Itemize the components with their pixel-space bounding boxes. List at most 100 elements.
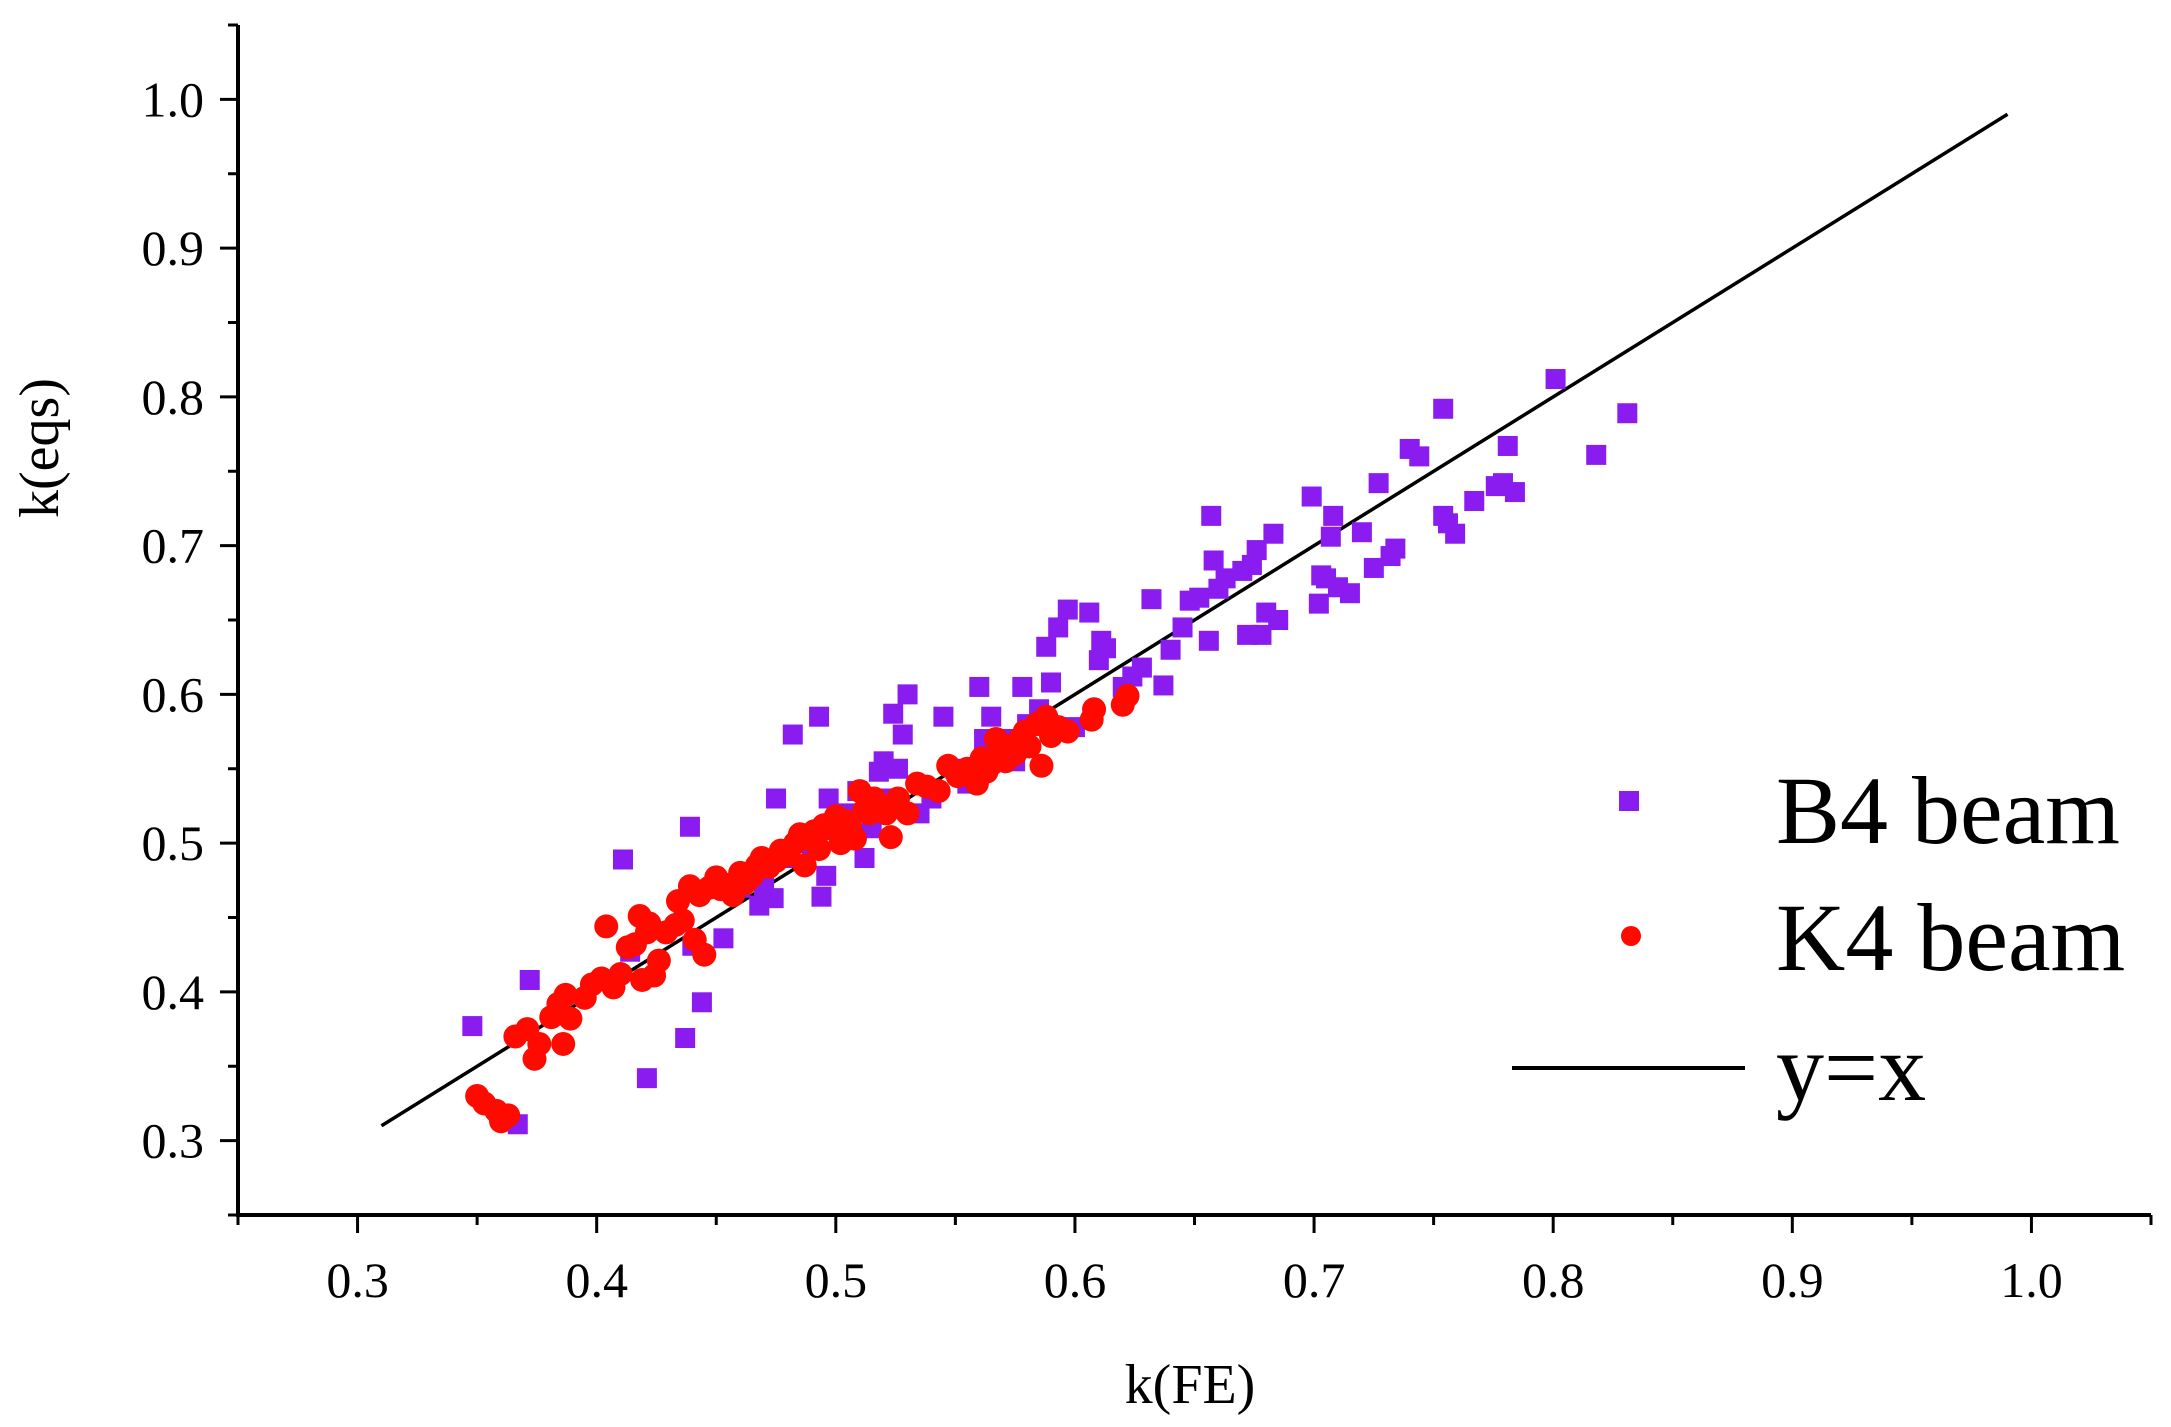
b4-beam-point: [1246, 540, 1267, 561]
b4-beam-point: [1251, 624, 1272, 645]
y-tick-label: 0.5: [142, 815, 205, 871]
b4-beam-point: [1320, 526, 1341, 547]
b4-beam-point: [1504, 482, 1525, 503]
b4-beam-point: [1409, 446, 1430, 467]
k4-beam-point: [670, 908, 695, 933]
b4-beam-point: [1141, 589, 1162, 610]
x-axis-title: k(FE): [1125, 1354, 1256, 1416]
legend-marker-k4-beam: [1621, 926, 1641, 946]
k4-beam-point: [926, 779, 951, 804]
b4-beam-point: [1301, 486, 1322, 507]
b4-beam-point: [612, 849, 633, 870]
y-tick-label: 1.0: [142, 71, 205, 127]
y-axis-title: k(eqs): [9, 378, 71, 518]
b4-beam-point: [1131, 657, 1152, 678]
y-tick-label: 0.6: [142, 666, 205, 722]
k4-beam-point: [1017, 734, 1042, 759]
b4-beam-point: [1160, 639, 1181, 660]
b4-beam-point: [883, 703, 904, 724]
b4-beam-point: [679, 816, 700, 837]
b4-beam-point: [766, 788, 787, 809]
b4-beam-point: [818, 788, 839, 809]
legend: B4 beam K4 beam y=x: [1512, 757, 2125, 1121]
legend-label-y-equals-x: y=x: [1776, 1014, 1926, 1121]
b4-beam-point: [1198, 630, 1219, 651]
b4-beam-point: [1368, 473, 1389, 494]
b4-beam-point: [969, 676, 990, 697]
b4-beam-point: [1153, 675, 1174, 696]
k4-beam-point: [692, 942, 717, 967]
b4-beam-point: [1203, 550, 1224, 571]
k4-beam-point: [842, 826, 867, 851]
k4-beam-point: [895, 801, 920, 826]
b4-beam-point: [1215, 568, 1236, 589]
b4-beam-point: [811, 886, 832, 907]
k4-beam-point: [551, 1031, 576, 1056]
b4-beam-point: [1323, 505, 1344, 526]
legend-label-k4-beam: K4 beam: [1776, 884, 2125, 991]
b4-beam-point: [519, 969, 540, 990]
b4-beam-point: [1036, 636, 1057, 657]
b4-beam-point: [782, 724, 803, 745]
k4-beam-point: [1055, 719, 1080, 744]
x-tick-label: 0.6: [1044, 1252, 1107, 1308]
b4-beam-point: [1445, 523, 1466, 544]
k4-beam-point: [807, 837, 832, 862]
x-tick-label: 0.9: [1761, 1252, 1824, 1308]
b4-beam-point: [1096, 638, 1117, 659]
b4-beam-point: [1048, 617, 1069, 638]
k4-beam-point: [792, 853, 817, 878]
y-tick-label: 0.9: [142, 220, 205, 276]
b4-beam-point: [462, 1016, 483, 1037]
x-tick-label: 0.4: [565, 1252, 628, 1308]
b4-beam-point: [1201, 505, 1222, 526]
k4-beam-point: [496, 1103, 521, 1128]
b4-beam-point: [1268, 610, 1289, 630]
b4-beam-point: [897, 684, 918, 705]
b4-beam-point: [1385, 538, 1406, 559]
b4-beam-point: [854, 848, 875, 868]
x-axis: 0.3 0.4 0.5 0.6 0.7 0.8 0.9 1.0: [236, 1215, 2153, 1308]
b4-beam-point: [1079, 602, 1100, 623]
k4-beam-point: [527, 1031, 552, 1056]
legend-label-b4-beam: B4 beam: [1776, 757, 2120, 864]
x-tick-label: 0.3: [326, 1252, 389, 1308]
b4-beam-point: [1497, 435, 1518, 456]
plot-area: [380, 112, 2009, 1135]
b4-beam-point: [816, 865, 837, 886]
b4-beam-point: [1363, 557, 1384, 578]
b4-beam-point: [1172, 617, 1193, 638]
b4-beam-point: [1464, 491, 1485, 511]
b4-beam-point: [809, 706, 830, 727]
x-tick-label: 0.5: [805, 1252, 868, 1308]
b4-beam-point: [1189, 587, 1210, 608]
b4-beam-point: [763, 888, 784, 909]
b4-beam-point: [1351, 522, 1372, 543]
b4-beam-point: [1433, 398, 1454, 419]
b4-beam-point: [1012, 676, 1033, 697]
b4-beam-point: [892, 724, 913, 745]
y-tick-label: 0.7: [142, 518, 205, 574]
k4-beam-point: [608, 962, 633, 987]
y-tick-label: 0.3: [142, 1113, 205, 1169]
k4-beam-point: [1115, 683, 1140, 708]
b4-beam-point: [981, 706, 1002, 727]
k4-beam-point: [553, 982, 578, 1007]
k4-beam-point: [558, 1006, 583, 1031]
k4-beam-point: [646, 948, 671, 973]
b4-beam-point: [1263, 523, 1284, 544]
b4-beam-point: [1057, 599, 1078, 620]
y-tick-label: 0.8: [142, 369, 205, 425]
b4-beam-point: [1586, 444, 1607, 465]
k4-beam-point: [1029, 753, 1054, 778]
y-axis: 0.3 0.4 0.5 0.6 0.7 0.8 0.9 1.0: [142, 23, 238, 1217]
x-tick-label: 0.7: [1283, 1252, 1346, 1308]
y-tick-label: 0.4: [142, 964, 205, 1020]
b4-beam-point: [675, 1027, 696, 1048]
b4-beam-point: [933, 706, 954, 727]
b4-beam-point: [1545, 369, 1566, 390]
k4-beam-point: [594, 914, 619, 939]
b4-beam-point: [1617, 403, 1638, 424]
b4-beam-point: [636, 1068, 657, 1089]
